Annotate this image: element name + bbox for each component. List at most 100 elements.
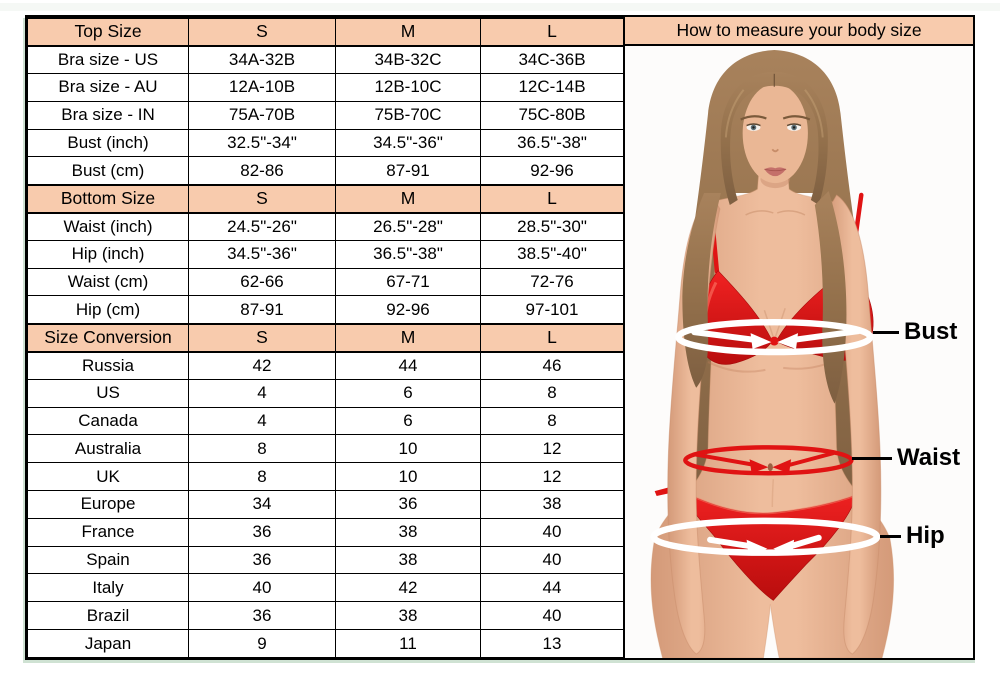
value-cell: 8 bbox=[480, 406, 624, 436]
value-cell: 75C-80B bbox=[480, 100, 624, 130]
bust-label-text: Bust bbox=[904, 318, 958, 345]
model-hair-front bbox=[720, 71, 828, 205]
value-cell: 38 bbox=[335, 601, 481, 631]
value-cell: 97-101 bbox=[480, 295, 624, 325]
waist-pointer-line bbox=[852, 456, 892, 460]
section-header-row: Bottom Size S M L bbox=[27, 183, 624, 214]
value-cell: 38 bbox=[335, 545, 481, 575]
bust-measure-band bbox=[675, 318, 874, 356]
section-header-cell: M bbox=[335, 17, 481, 47]
value-cell: 4 bbox=[188, 406, 336, 436]
value-cell: 34.5"-36" bbox=[188, 239, 336, 269]
row-label-cell: Bust (cm) bbox=[27, 156, 189, 186]
value-cell: 9 bbox=[188, 629, 336, 658]
section-header-cell: L bbox=[480, 322, 624, 353]
value-cell: 34 bbox=[188, 490, 336, 519]
section-header-cell: L bbox=[480, 17, 624, 47]
scan-artifact-strip bbox=[0, 3, 1000, 11]
value-cell: 38 bbox=[480, 490, 624, 519]
table-row: Waist (cm) 62-66 67-71 72-76 bbox=[27, 267, 624, 297]
model-photo: Bust Waist Hip bbox=[625, 46, 973, 658]
value-cell: 42 bbox=[335, 573, 481, 603]
row-label-cell: Waist (cm) bbox=[27, 267, 189, 297]
row-label-cell: Bra size - IN bbox=[27, 100, 189, 130]
value-cell: 44 bbox=[335, 351, 481, 380]
value-cell: 40 bbox=[480, 545, 624, 575]
size-table: Top Size S M L Bra size - US 34A-32B 34B-32C 34… bbox=[27, 17, 624, 658]
row-label-cell: Russia bbox=[27, 351, 189, 380]
table-row: Japan 9 11 13 bbox=[27, 629, 624, 658]
waist-measure-band bbox=[683, 445, 854, 476]
value-cell: 12 bbox=[480, 434, 624, 464]
value-cell: 34B-32C bbox=[335, 45, 481, 75]
value-cell: 12 bbox=[480, 462, 624, 492]
table-row: Bust (cm) 82-86 87-91 92-96 bbox=[27, 156, 624, 186]
row-label-cell: France bbox=[27, 517, 189, 547]
table-row: Australia 8 10 12 bbox=[27, 434, 624, 464]
table-row: Russia 42 44 46 bbox=[27, 351, 624, 380]
hip-pointer-line bbox=[880, 534, 901, 538]
section-header-cell: Bottom Size bbox=[27, 183, 189, 214]
hip-label-text: Hip bbox=[906, 522, 945, 549]
model-figure bbox=[625, 46, 973, 658]
value-cell: 6 bbox=[335, 378, 481, 408]
section-header-cell: S bbox=[188, 183, 336, 214]
section-header-cell: S bbox=[188, 17, 336, 47]
value-cell: 6 bbox=[335, 406, 481, 436]
row-label-cell: Hip (cm) bbox=[27, 295, 189, 325]
section-header-cell: M bbox=[335, 183, 481, 214]
value-cell: 87-91 bbox=[335, 156, 481, 186]
value-cell: 75A-70B bbox=[188, 100, 336, 130]
row-label-cell: Brazil bbox=[27, 601, 189, 631]
row-label-cell: Europe bbox=[27, 490, 189, 519]
value-cell: 36 bbox=[188, 517, 336, 547]
hair-strand-left bbox=[682, 193, 721, 388]
value-cell: 36 bbox=[335, 490, 481, 519]
row-label-cell: Hip (inch) bbox=[27, 239, 189, 269]
table-row: Bra size - IN 75A-70B 75B-70C 75C-80B bbox=[27, 100, 624, 130]
value-cell: 36.5"-38" bbox=[480, 128, 624, 158]
waist-label-text: Waist bbox=[897, 444, 961, 471]
value-cell: 46 bbox=[480, 351, 624, 380]
value-cell: 32.5"-34" bbox=[188, 128, 336, 158]
section-header-cell: Top Size bbox=[27, 17, 189, 47]
value-cell: 40 bbox=[188, 573, 336, 603]
table-row: Hip (cm) 87-91 92-96 97-101 bbox=[27, 295, 624, 325]
value-cell: 40 bbox=[480, 517, 624, 547]
value-cell: 8 bbox=[188, 434, 336, 464]
table-row: Brazil 36 38 40 bbox=[27, 601, 624, 631]
value-cell: 36 bbox=[188, 601, 336, 631]
value-cell: 42 bbox=[188, 351, 336, 380]
value-cell: 82-86 bbox=[188, 156, 336, 186]
measure-panel-title: How to measure your body size bbox=[625, 17, 973, 46]
bust-label: Bust bbox=[873, 318, 958, 345]
value-cell: 34A-32B bbox=[188, 45, 336, 75]
table-row: Bust (inch) 32.5"-34" 34.5"-36" 36.5"-38" bbox=[27, 128, 624, 158]
value-cell: 92-96 bbox=[480, 156, 624, 186]
value-cell: 12A-10B bbox=[188, 73, 336, 102]
waist-label: Waist bbox=[852, 444, 961, 471]
value-cell: 87-91 bbox=[188, 295, 336, 325]
section-header-cell: S bbox=[188, 322, 336, 353]
row-label-cell: Bra size - AU bbox=[27, 73, 189, 102]
value-cell: 26.5"-28" bbox=[335, 212, 481, 241]
table-row: Bra size - AU 12A-10B 12B-10C 12C-14B bbox=[27, 73, 624, 102]
value-cell: 13 bbox=[480, 629, 624, 658]
value-cell: 10 bbox=[335, 434, 481, 464]
section-header-row: Top Size S M L bbox=[27, 17, 624, 47]
hip-label: Hip bbox=[880, 522, 945, 549]
table-row: Hip (inch) 34.5"-36" 36.5"-38" 38.5"-40" bbox=[27, 239, 624, 269]
navel bbox=[767, 463, 773, 472]
row-label-cell: Bra size - US bbox=[27, 45, 189, 75]
row-label-cell: Waist (inch) bbox=[27, 212, 189, 241]
table-row: UK 8 10 12 bbox=[27, 462, 624, 492]
row-label-cell: Italy bbox=[27, 573, 189, 603]
model-face bbox=[742, 83, 808, 184]
row-label-cell: Australia bbox=[27, 434, 189, 464]
section-header-cell: Size Conversion bbox=[27, 322, 189, 353]
value-cell: 12B-10C bbox=[335, 73, 481, 102]
value-cell: 75B-70C bbox=[335, 100, 481, 130]
value-cell: 24.5"-26" bbox=[188, 212, 336, 241]
value-cell: 62-66 bbox=[188, 267, 336, 297]
section-header-row: Size Conversion S M L bbox=[27, 322, 624, 353]
